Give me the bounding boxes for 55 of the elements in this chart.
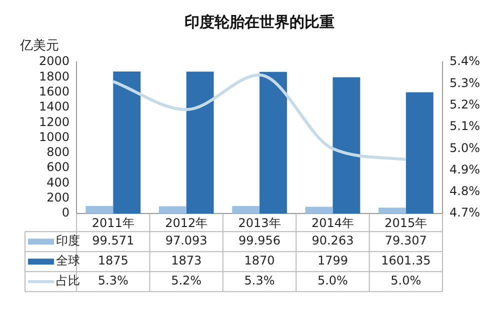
- y-tick-label: 1800: [38, 69, 70, 84]
- legend-label: 印度: [56, 234, 80, 248]
- y-tick-label: 600: [46, 160, 70, 174]
- data-label: 1870: [244, 254, 275, 268]
- y2-tick-label: 5.0%: [450, 140, 480, 155]
- bar: [406, 92, 434, 214]
- bar: [260, 72, 287, 214]
- y-tick-label: 200: [46, 190, 70, 205]
- y-tick-label: 800: [46, 145, 70, 160]
- legend-label: 占比: [56, 274, 80, 288]
- x-tick-label: 2015年: [384, 216, 428, 230]
- line-series: [112, 73, 408, 161]
- bar: [186, 72, 214, 214]
- y-tick-label: 400: [46, 175, 70, 190]
- bar: [158, 206, 186, 214]
- y-tick-label: 0: [62, 206, 70, 220]
- data-label: 79.307: [384, 234, 427, 248]
- data-label: 99.571: [92, 234, 134, 248]
- y-tick-label: 1200: [38, 114, 70, 129]
- data-label: 97.093: [165, 234, 208, 248]
- x-tick-label: 2013年: [238, 216, 281, 230]
- chart-title: 印度轮胎在世界的比重: [184, 12, 334, 31]
- data-label: 90.263: [312, 234, 354, 248]
- data-label: 5.0%: [390, 274, 422, 288]
- bar: [86, 206, 114, 214]
- data-label: 99.956: [238, 234, 281, 248]
- data-label: 5.3%: [244, 274, 275, 288]
- y-tick-label: 2000: [38, 54, 70, 68]
- y-axis-title: 亿美元: [19, 37, 59, 54]
- y2-tick-label: 4.7%: [450, 206, 480, 220]
- y2-tick-label: 5.2%: [450, 97, 480, 112]
- bar: [113, 71, 141, 214]
- y-tick-label: 1400: [38, 100, 70, 114]
- y2-tick-label: 5.1%: [450, 119, 480, 134]
- bar: [305, 206, 333, 214]
- data-label: 5.0%: [317, 274, 348, 288]
- y-tick-label: 1600: [38, 84, 70, 98]
- data-label: 1799: [317, 254, 348, 268]
- bar: [332, 77, 360, 214]
- data-label: 1875: [98, 254, 128, 268]
- y2-tick-label: 4.9%: [450, 162, 480, 176]
- legend-label: 全球: [56, 254, 80, 268]
- x-tick-label: 2012年: [165, 216, 208, 230]
- data-label: 5.2%: [171, 274, 202, 288]
- bar: [378, 208, 406, 214]
- bar: [232, 206, 260, 214]
- y-tick-label: 1000: [38, 130, 70, 144]
- y2-tick-label: 5.3%: [450, 76, 480, 90]
- data-label: 1873: [171, 254, 202, 268]
- data-label: 1601.35: [381, 254, 431, 268]
- y2-tick-label: 4.8%: [450, 184, 480, 198]
- x-tick-label: 2011年: [92, 216, 134, 230]
- x-tick-label: 2014年: [311, 216, 354, 230]
- data-label: 5.3%: [98, 274, 128, 288]
- y2-tick-label: 5.4%: [450, 54, 480, 68]
